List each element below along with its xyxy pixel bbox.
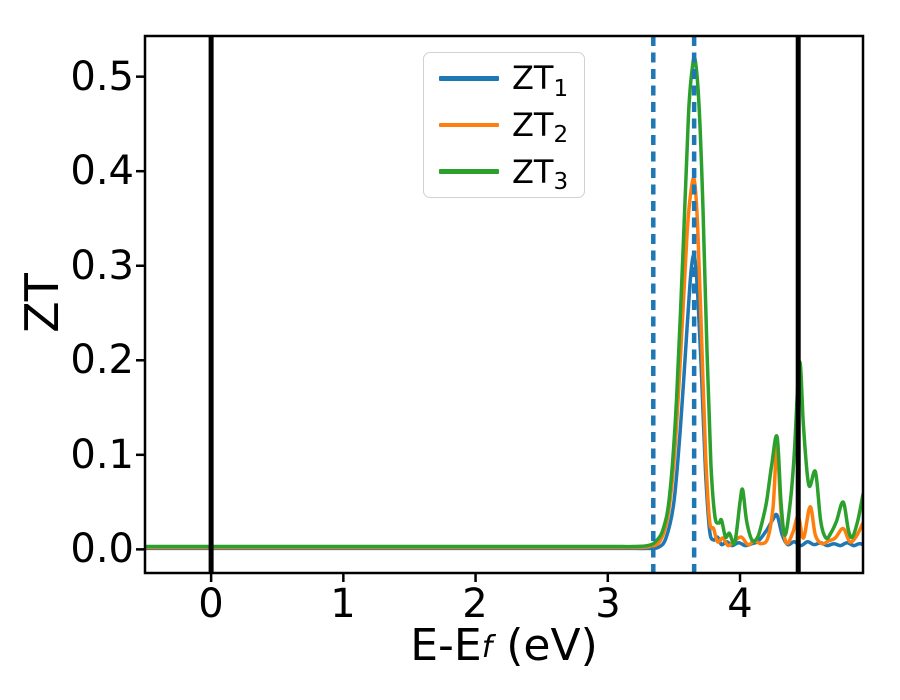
legend-label-base: ZT — [512, 152, 554, 191]
x-axis-label-main: E-E — [410, 620, 482, 671]
y-tick-label: 0.4 — [70, 148, 134, 194]
axes-spines — [143, 34, 865, 575]
y-tick-label: 0.1 — [70, 432, 134, 478]
legend: ZT1 ZT2 ZT3 — [423, 52, 585, 198]
series-line-zt3 — [145, 55, 863, 549]
x-tick-label: 3 — [595, 581, 621, 627]
legend-swatch-zt1 — [439, 76, 499, 81]
y-tick-label: 0.5 — [70, 54, 134, 100]
y-tick-label: 0.2 — [70, 337, 134, 383]
y-tick-label: 0.3 — [70, 243, 134, 289]
legend-label-base: ZT — [512, 105, 554, 144]
legend-item: ZT1 — [424, 55, 584, 102]
legend-swatch-zt2 — [439, 122, 499, 128]
x-axis-label-unit: (eV) — [492, 620, 598, 671]
series-line-zt1 — [145, 253, 863, 551]
legend-label: ZT3 — [512, 152, 568, 194]
x-axis-label-subscript: f — [481, 629, 493, 665]
x-tick-label: 0 — [198, 581, 224, 627]
y-axis-label: ZT — [15, 273, 69, 333]
legend-label: ZT1 — [512, 59, 568, 100]
x-axis-label: E-E f (eV) — [145, 620, 863, 680]
x-tick-label: 1 — [330, 581, 356, 627]
x-tick-label: 2 — [462, 581, 488, 627]
series-line-zt2 — [145, 176, 863, 550]
legend-item: ZT2 — [424, 102, 584, 149]
legend-label-subscript: 2 — [553, 122, 569, 149]
legend-label-base: ZT — [512, 59, 554, 98]
legend-swatch-zt3 — [439, 169, 499, 174]
series-group — [145, 55, 863, 551]
legend-label: ZT2 — [512, 105, 568, 147]
legend-item: ZT3 — [424, 148, 584, 195]
x-tick-label: 4 — [727, 581, 753, 627]
y-tick-label: 0.0 — [70, 526, 134, 572]
legend-label-subscript: 3 — [553, 169, 569, 196]
legend-label-subscript: 1 — [553, 75, 569, 102]
